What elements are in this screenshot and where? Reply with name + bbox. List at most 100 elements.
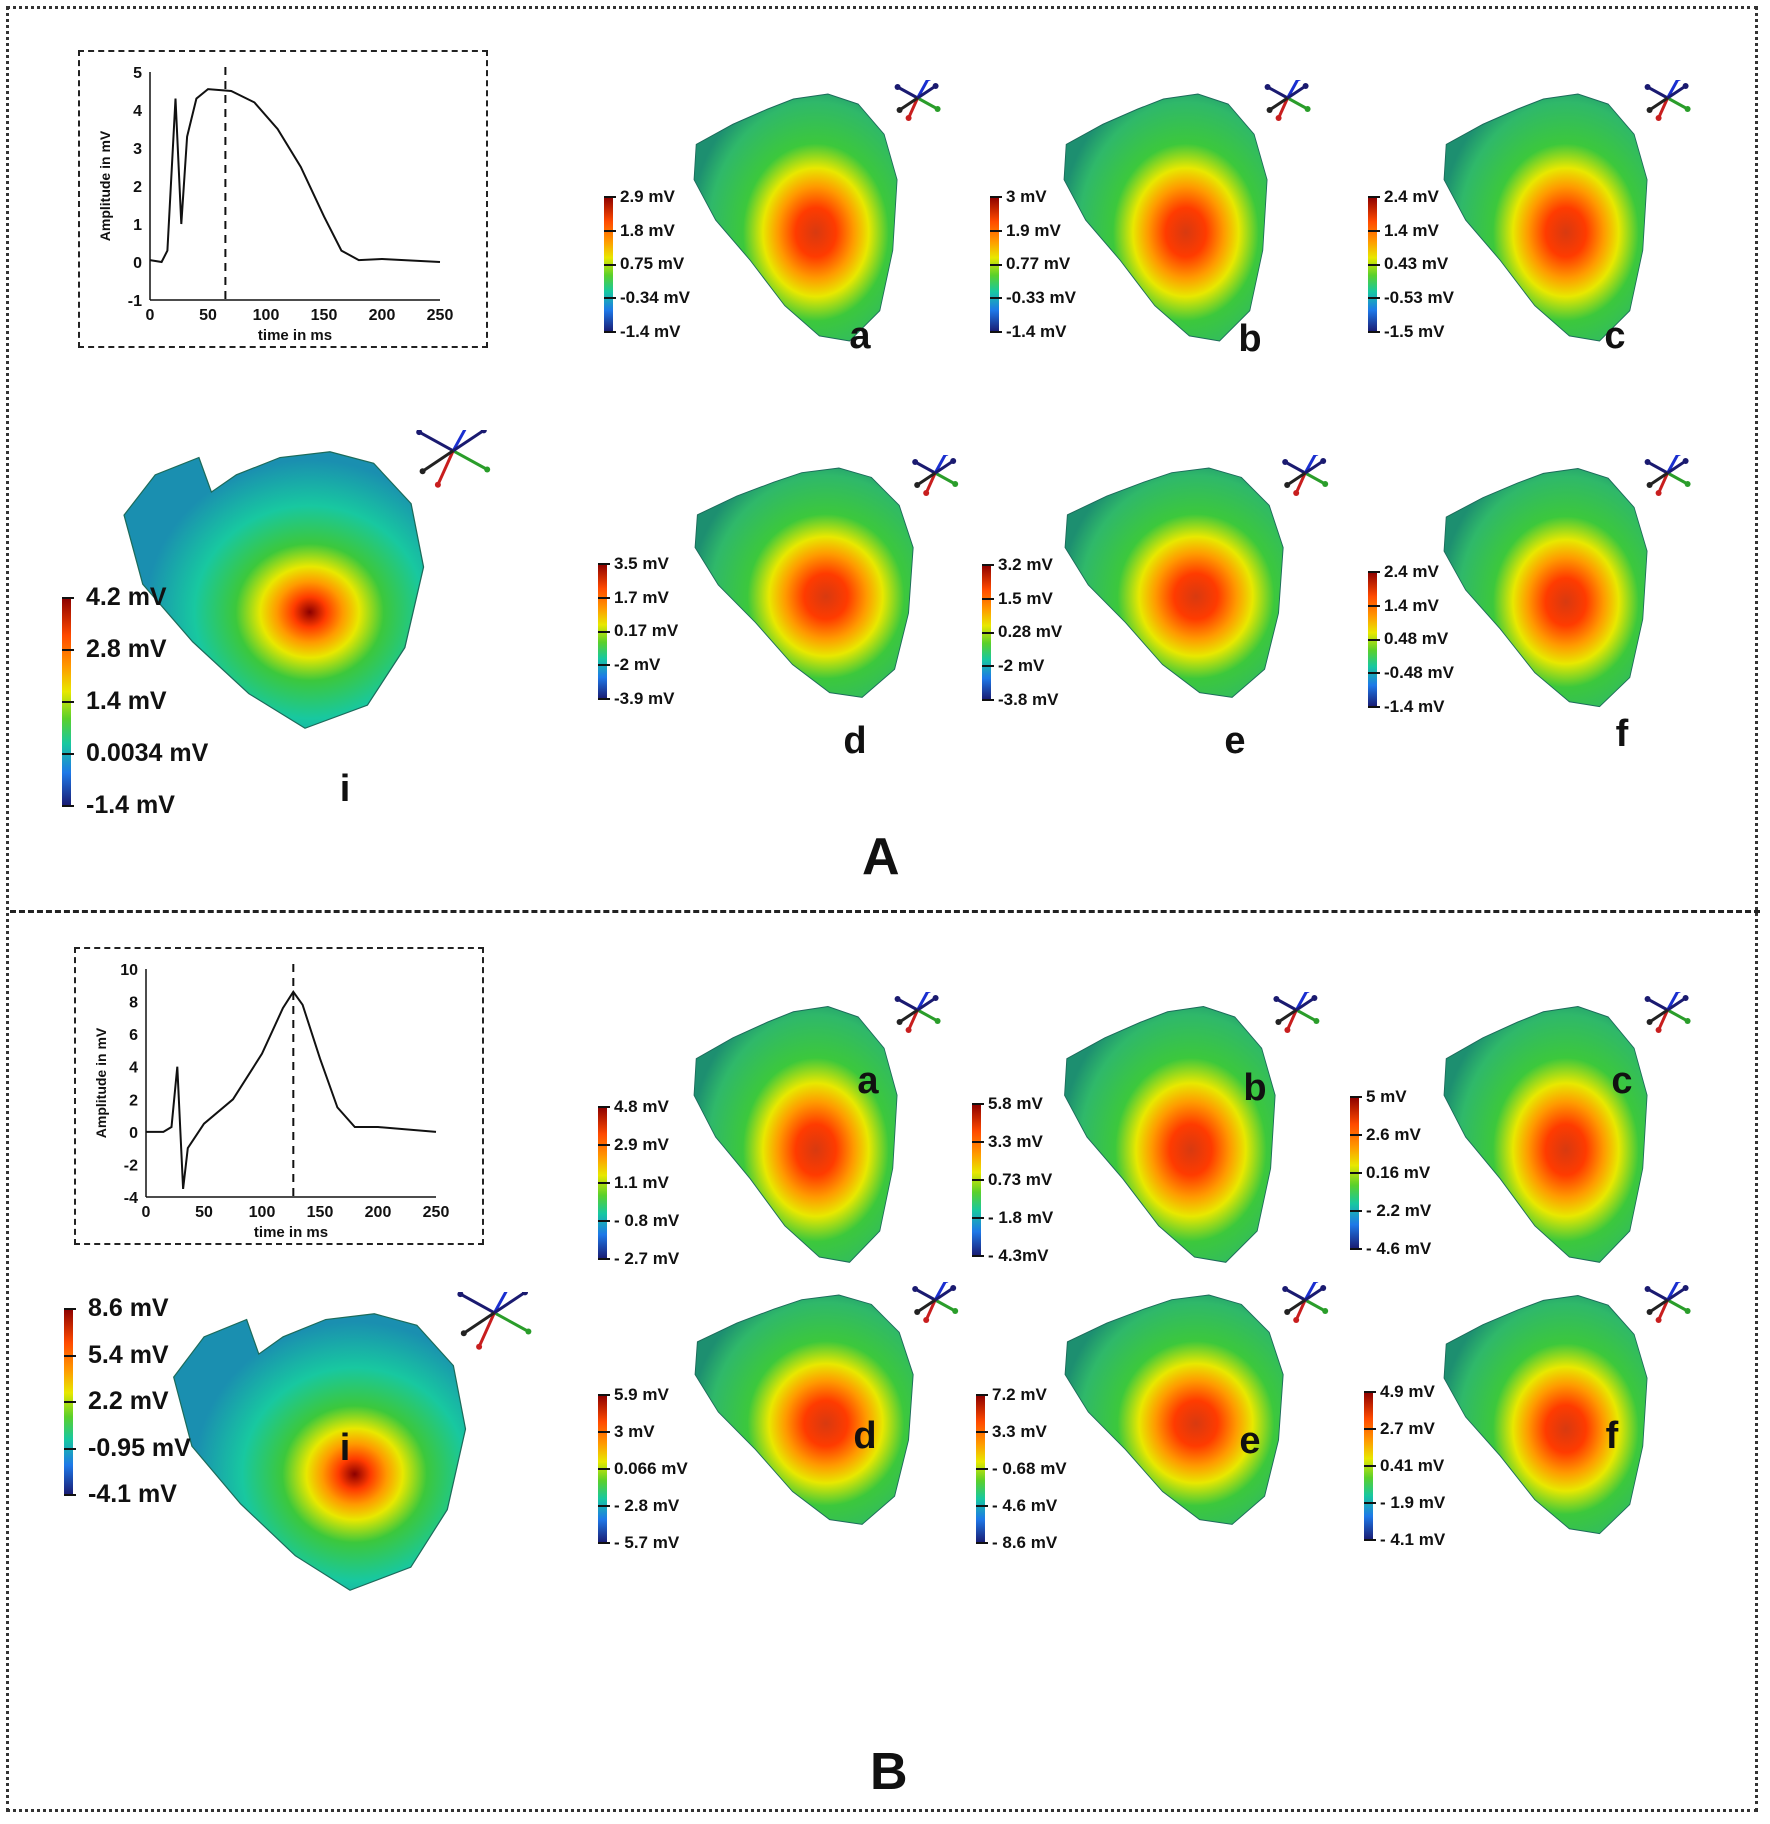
colorbar-tick (1368, 196, 1380, 198)
colorbar-tick (598, 630, 610, 633)
colorbar-tick (976, 1468, 988, 1470)
colorbar-tick (64, 1308, 76, 1310)
subfigure-label: f (1615, 713, 1629, 755)
heart-map-c (1430, 992, 1700, 1282)
colorbar-tick (976, 1542, 988, 1544)
colorbar: 3.2 mV 1.5 mV 0.28 mV -2 mV -3.8 mV (982, 555, 1152, 709)
y-axis-label: Amplitude in mV (97, 130, 113, 241)
colorbar-tick-label: -0.34 mV (620, 288, 690, 308)
colorbar: 2.9 mV 1.8 mV 0.75 mV -0.34 mV -1.4 mV (604, 187, 774, 341)
x-tick-label: 200 (365, 1204, 392, 1221)
colorbar: 5 mV 2.6 mV 0.16 mV - 2.2 mV - 4.6 mV (1350, 1087, 1520, 1258)
heart-map-a (680, 80, 950, 360)
colorbar-tick (62, 649, 74, 651)
subfigure-label: i (339, 1427, 351, 1469)
heart-map-f (1430, 455, 1700, 725)
colorbar-tick (598, 1106, 610, 1108)
colorbar-tick (604, 196, 616, 198)
colorbar-tick-label: 4.9 mV (1380, 1381, 1435, 1401)
colorbar-tick-label: 3.3 mV (992, 1421, 1047, 1441)
colorbar-tick (976, 1431, 988, 1433)
y-tick-label: -2 (124, 1157, 138, 1174)
colorbar-tick (598, 1144, 610, 1146)
x-tick-label: 50 (195, 1204, 213, 1221)
subfigure-label: c (1604, 315, 1626, 357)
colorbar-tick-label: 0.16 mV (1366, 1162, 1431, 1182)
figure-frame (6, 6, 1758, 1812)
subfigure-label: c (1611, 1060, 1633, 1102)
colorbar-tick-label: -3.8 mV (998, 689, 1059, 709)
heart-surface (693, 93, 898, 342)
colorbar-tick (982, 597, 994, 600)
heart-surface (1064, 467, 1284, 698)
colorbar-tick (1350, 1096, 1362, 1098)
subfigure-label: b (1243, 1067, 1267, 1109)
colorbar-tick-label: - 2.2 mV (1366, 1200, 1432, 1220)
colorbar-tick-label: - 4.6 mV (1366, 1238, 1432, 1258)
colorbar-tick (64, 1447, 76, 1450)
colorbar-tick (982, 699, 994, 701)
colorbar-tick-label: 2.4 mV (1384, 561, 1439, 581)
colorbar-tick (1350, 1210, 1362, 1212)
y-tick-label: 0 (133, 255, 142, 272)
y-tick-label: -4 (124, 1190, 138, 1207)
x-tick-label: 100 (249, 1204, 276, 1221)
colorbar-tick-label: 2.7 mV (1380, 1418, 1435, 1438)
x-tick-label: 200 (369, 307, 396, 324)
colorbar-tick (1368, 263, 1380, 266)
colorbar-tick (1350, 1248, 1362, 1250)
panel-B: 10 8 6 4 2 0 -2 -4 0 50 100 150 200 250 time in ms Ampl… (0, 912, 1770, 1817)
colorbar-tick (604, 331, 616, 333)
heart-surface (1443, 1005, 1648, 1263)
heart-map-b (1050, 992, 1330, 1282)
subfigure-label: a (849, 315, 871, 357)
colorbar-tick (598, 1182, 610, 1184)
colorbar: 4.2 mV 2.8 mV 1.4 mV 0.0034 mV -1.4 mV (62, 583, 232, 819)
colorbar-tick (972, 1141, 984, 1143)
colorbar-tick-label: - 1.8 mV (988, 1207, 1054, 1227)
colorbar: 4.8 mV 2.9 mV 1.1 mV - 0.8 mV - 2.7 mV (598, 1097, 768, 1268)
colorbar: 2.4 mV 1.4 mV 0.48 mV -0.48 mV -1.4 mV (1368, 562, 1538, 716)
colorbar-tick-label: 3.3 mV (988, 1131, 1043, 1151)
colorbar-tick (1368, 604, 1380, 607)
colorbar-tick-label: 1.9 mV (1006, 220, 1061, 240)
colorbar-tick-label: 1.5 mV (998, 588, 1053, 608)
colorbar-tick (982, 665, 994, 668)
colorbar-tick-label: 7.2 mV (992, 1384, 1047, 1404)
colorbar-tick (62, 753, 74, 755)
colorbar-tick (1364, 1391, 1376, 1393)
ap-trace-plot: 10 8 6 4 2 0 -2 -4 0 50 100 150 200 250 time in ms Ampl… (74, 947, 484, 1245)
heart-surface (123, 451, 425, 729)
colorbar-tick (64, 1494, 76, 1496)
panel-letter: B (870, 1743, 908, 1801)
colorbar-tick (598, 1258, 610, 1260)
colorbar-tick (990, 196, 1002, 198)
colorbar-tick-label: 2.2 mV (88, 1387, 169, 1415)
colorbar: 5.8 mV 3.3 mV 0.73 mV - 1.8 mV - 4.3mV (972, 1094, 1142, 1265)
colorbar-tick-label: 0.77 mV (1006, 254, 1071, 274)
colorbar-tick-label: -0.95 mV (88, 1433, 191, 1462)
colorbar-tick (598, 1220, 610, 1222)
action-potential-line (149, 88, 441, 264)
colorbar-tick (972, 1179, 984, 1181)
panel-divider (10, 910, 1760, 913)
colorbar-tick-label: - 2.7 mV (614, 1248, 680, 1268)
colorbar-tick-label: 0.17 mV (614, 621, 679, 641)
y-tick-label: -1 (128, 293, 142, 310)
colorbar-tick-label: 2.9 mV (614, 1134, 669, 1154)
colorbar-tick (598, 563, 610, 565)
heart-surface (694, 1294, 914, 1525)
colorbar-tick-label: 1.7 mV (614, 587, 669, 607)
colorbar-tick (1368, 229, 1380, 232)
y-tick-label: 6 (129, 1027, 138, 1044)
x-tick-label: 0 (142, 1204, 151, 1221)
y-tick-label: 2 (133, 179, 142, 196)
heart-surface (694, 467, 914, 698)
colorbar-tick-label: -1.5 mV (1384, 321, 1445, 341)
heart-map-b (1050, 80, 1320, 360)
colorbar-tick-label: 0.75 mV (620, 254, 685, 274)
y-axis-label: Amplitude in mV (93, 1027, 109, 1138)
colorbar: 5.9 mV 3 mV 0.066 mV - 2.8 mV - 5.7 mV (598, 1385, 768, 1552)
colorbar-tick (982, 631, 994, 634)
y-tick-label: 4 (129, 1060, 138, 1077)
